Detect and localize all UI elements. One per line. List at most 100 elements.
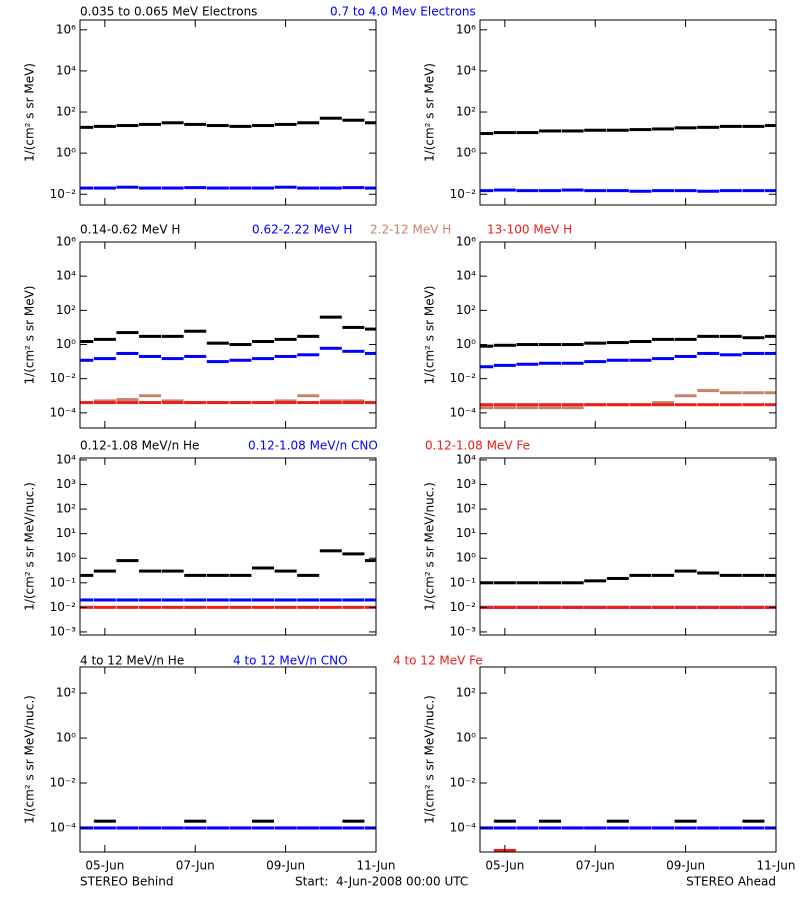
data-point [742,391,765,395]
data-point [365,121,376,125]
data-point [742,189,765,193]
data-point [493,605,516,609]
data-point [765,351,776,355]
data-point [365,401,376,405]
data-point [516,362,539,366]
data-point [342,349,365,353]
data-point [606,128,629,132]
data-point [719,403,742,407]
data-point [184,122,207,126]
y-tick-label: 10⁻⁴ [450,405,477,419]
data-point [584,341,607,345]
data-point [674,826,697,830]
y-axis-label: 1/(cm² s sr MeV/nuc.) [23,695,37,824]
data-point [561,129,584,133]
data-point [342,118,365,122]
y-tick-label: 10⁰ [56,146,76,160]
data-point [297,401,320,405]
data-point [206,124,229,128]
data-point [206,186,229,190]
data-point [719,124,742,128]
data-point [342,605,365,609]
y-tick-label: 10⁻² [450,600,477,614]
data-point [493,826,516,830]
y-tick-label: 10⁴ [56,452,76,466]
data-point [652,127,675,131]
data-point [629,573,652,577]
data-point [274,605,297,609]
data-point [161,334,184,338]
data-point [116,124,139,128]
y-tick-label: 10² [456,686,476,700]
data-point [229,826,252,830]
data-point [493,581,516,585]
y-tick-label: 10⁻² [50,187,77,201]
data-point [606,576,629,580]
data-point [274,826,297,830]
data-point [116,598,139,602]
legend-entry: 0.12-1.08 MeV/n He [80,439,199,453]
data-point [297,598,320,602]
data-point [742,573,765,577]
footer-right: STEREO Ahead [686,875,776,889]
data-point [365,559,376,563]
data-point [584,605,607,609]
y-tick-label: 10⁶ [456,22,476,36]
data-point [229,343,252,347]
y-tick-label: 10⁻² [50,371,77,385]
data-point [742,351,765,355]
data-point [765,189,776,193]
y-tick-label: 10⁰ [56,551,76,565]
x-tick-label: 11-Jun [356,859,395,873]
y-tick-label: 10⁻⁴ [50,405,77,419]
data-point [539,403,562,407]
data-point [274,122,297,126]
data-point [93,337,116,341]
data-point [252,401,275,405]
data-point [742,605,765,609]
data-point [116,401,139,405]
data-point [297,826,320,830]
data-point [93,401,116,405]
data-point [297,605,320,609]
data-point [139,334,162,338]
data-point [742,826,765,830]
data-point [184,819,207,823]
data-point [342,819,365,823]
data-point [93,186,116,190]
data-point [319,315,342,319]
data-point [342,826,365,830]
data-point [629,605,652,609]
data-point [274,401,297,405]
data-point [161,605,184,609]
data-point [480,406,494,410]
data-point [561,581,584,585]
y-tick-label: 10² [456,105,476,119]
data-point [539,605,562,609]
data-point [697,605,720,609]
plot-frame [79,457,377,636]
data-point [516,581,539,585]
data-point [93,826,116,830]
data-point [139,605,162,609]
data-point [116,826,139,830]
data-point [480,365,494,369]
data-point [674,403,697,407]
plot-frame [479,666,777,853]
data-point [629,128,652,132]
data-point [139,598,162,602]
data-point [561,403,584,407]
legend-entry: 0.14-0.62 MeV H [80,223,180,237]
data-point [184,573,207,577]
data-point [252,186,275,190]
data-point [139,186,162,190]
data-point [584,579,607,583]
data-point [742,336,765,340]
data-point [139,122,162,126]
data-point [765,334,776,338]
data-point [161,399,184,403]
legend-entry: 0.035 to 0.065 MeV Electrons [80,5,257,19]
data-point [297,334,320,338]
x-tick-label: 09-Jun [266,859,305,873]
data-point [365,327,376,331]
